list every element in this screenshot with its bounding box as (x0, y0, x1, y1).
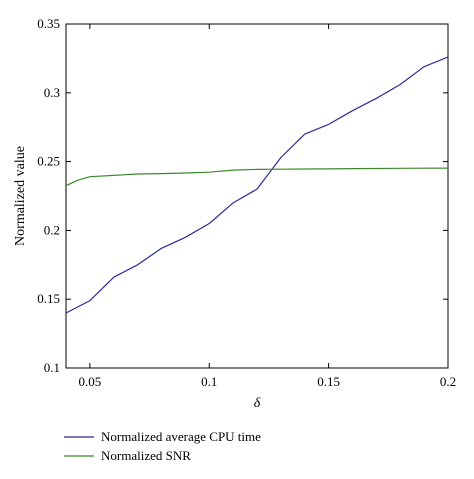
y-tick-label: 0.3 (44, 85, 60, 100)
y-tick-label: 0.1 (44, 360, 60, 375)
y-axis-label: Normalized value (13, 146, 28, 246)
x-tick-label: 0.2 (440, 374, 456, 389)
series-line-1 (65, 167, 449, 187)
axis-ticks: 0.05 0.1 0.15 0.2 0.1 0.15 0.2 0.25 0.3 0.35 (37, 16, 456, 389)
y-tick-label: 0.25 (37, 154, 60, 169)
legend-label: Normalized average CPU time (101, 429, 261, 444)
series-line-0 (65, 56, 449, 314)
plot-frame (65, 23, 449, 369)
x-tick-label: 0.1 (201, 374, 217, 389)
x-axis-label: δ (254, 396, 261, 411)
x-tick-label: 0.05 (79, 374, 102, 389)
legend: Normalized average CPU time Normalized SN… (64, 429, 261, 463)
y-tick-label: 0.15 (37, 291, 60, 306)
x-tick-label: 0.15 (317, 374, 340, 389)
legend-label: Normalized SNR (101, 448, 191, 463)
y-tick-label: 0.2 (44, 222, 60, 237)
series-group (65, 56, 449, 314)
y-tick-label: 0.35 (37, 16, 60, 31)
